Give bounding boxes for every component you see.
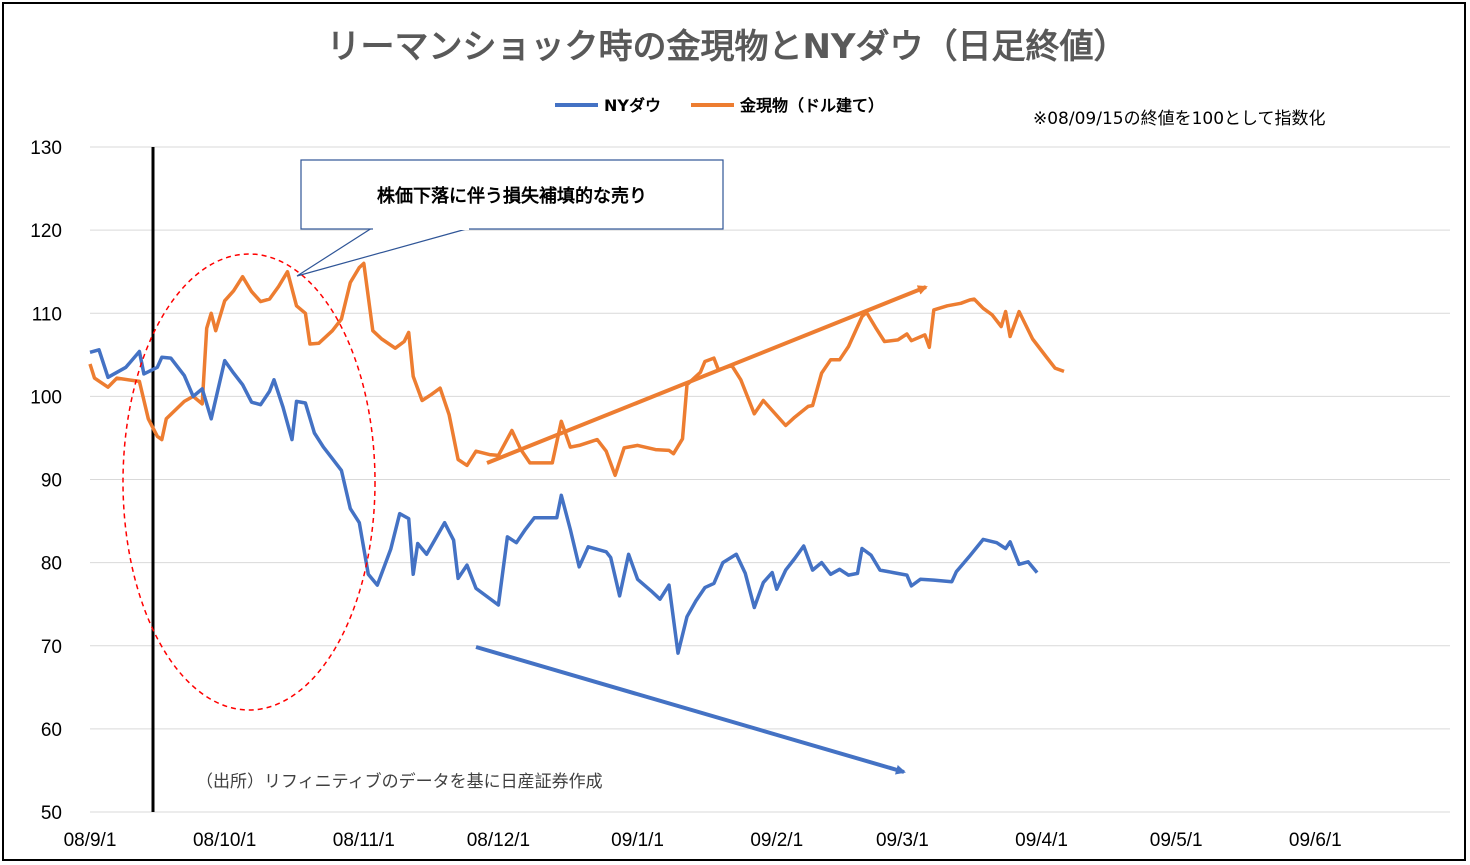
x-tick-label: 09/3/1 [876,830,929,851]
y-tick-label: 110 [32,304,62,325]
y-axis-labels: 130 120 110 100 90 80 70 60 50 [30,138,62,824]
x-tick-label: 08/11/1 [333,830,395,851]
gold-trend-arrow [486,285,928,465]
callout-text: 株価下落に伴う損失補填的な売り [377,185,647,207]
x-tick-label: 09/2/1 [750,830,803,851]
legend-label-gold: 金現物（ドル建て） [739,96,884,115]
y-tick-label: 70 [41,637,62,658]
chart-title: リーマンショック時の金現物とNYダウ（日足終値） [326,27,1127,67]
legend-label-dow: NYダウ [604,96,661,115]
y-tick-label: 130 [30,138,62,159]
x-tick-label: 08/12/1 [467,830,530,851]
gridlines [90,146,1450,813]
callout-pointer [296,227,471,277]
y-tick-label: 120 [30,221,62,242]
y-tick-label: 80 [41,554,62,575]
source-note: （出所）リフィニティブのデータを基に日産証券作成 [196,771,603,792]
x-tick-label: 09/1/1 [611,830,664,851]
x-tick-label: 08/9/1 [64,830,117,851]
y-tick-label: 50 [41,803,62,824]
y-tick-label: 60 [41,720,62,741]
x-tick-label: 09/4/1 [1015,830,1068,851]
callout-box [300,159,724,230]
highlight-ellipse [122,253,376,711]
annotation-callout: 株価下落に伴う損失補填的な売り [296,159,724,277]
y-tick-label: 90 [41,471,62,492]
index-note: ※08/09/15の終値を100として指数化 [1033,109,1326,129]
x-tick-label: 09/6/1 [1289,830,1342,851]
y-tick-label: 100 [30,387,62,408]
x-tick-label: 08/10/1 [193,830,256,851]
legend: NYダウ 金現物（ドル建て） [555,96,884,115]
x-axis-labels: 08/9/1 08/10/1 08/11/1 08/12/1 09/1/1 09/2/1 0… [64,830,1342,851]
x-tick-label: 09/5/1 [1150,830,1203,851]
dow-series-line [89,348,1039,655]
gold-series-line [88,261,1065,478]
dow-trend-arrow [475,645,906,775]
